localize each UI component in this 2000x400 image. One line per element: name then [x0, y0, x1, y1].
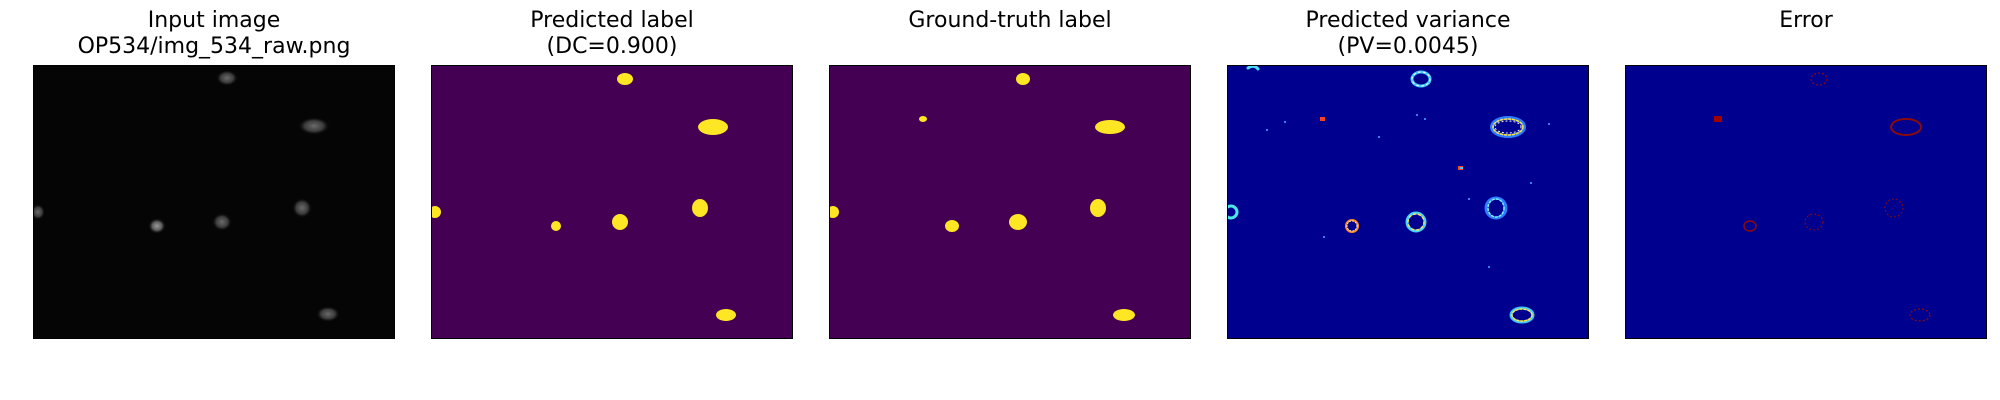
- predicted-segment: [432, 206, 441, 218]
- title-line-2: Error: [1779, 8, 1833, 33]
- variance-ring-inner: [1492, 118, 1524, 136]
- ground-truth-segment: [1113, 309, 1135, 321]
- variance-ring-inner: [1487, 198, 1505, 218]
- variance-ring: [1509, 306, 1535, 324]
- error-ring: [1810, 72, 1828, 86]
- variance-ring-inner: [1511, 308, 1533, 322]
- nucleus: [34, 204, 45, 220]
- predicted-variance-map: [1227, 65, 1589, 339]
- title-line-1: Predicted variance: [1305, 8, 1511, 33]
- predicted-label-map: [431, 65, 793, 339]
- variance-specks: [1266, 114, 1550, 268]
- variance-ring: [1345, 219, 1359, 233]
- nucleus: [316, 306, 340, 322]
- variance-ring-inner: [1411, 71, 1431, 87]
- panel-predicted-label: Predicted label (DC=0.900): [431, 0, 793, 400]
- ground-truth-segment: [1016, 73, 1030, 85]
- ground-truth-segment: [945, 220, 959, 232]
- error-ring: [1743, 220, 1757, 232]
- predicted-segment: [612, 214, 628, 230]
- error-map: [1625, 65, 1987, 339]
- panel-title: Input image OP534/img_534_raw.png: [33, 8, 395, 60]
- predicted-segment: [617, 73, 633, 85]
- title-line-1: Predicted label: [530, 8, 694, 33]
- title-line-2: (PV=0.0045): [1337, 34, 1479, 59]
- variance-ring: [1484, 196, 1508, 220]
- error-ring: [1909, 308, 1931, 322]
- nucleus: [216, 70, 238, 86]
- panel-error: Error: [1625, 0, 1987, 400]
- panel-ground-truth-label: Ground-truth label: [829, 0, 1191, 400]
- variance-ring: [1246, 66, 1260, 71]
- nucleus: [212, 213, 232, 231]
- ground-truth-segment: [1090, 199, 1106, 217]
- error-ring: [1890, 118, 1922, 136]
- panel-title: Predicted variance (PV=0.0045): [1227, 8, 1589, 60]
- panel-input-image: Input image OP534/img_534_raw.png: [33, 0, 395, 400]
- predicted-segment: [716, 309, 736, 321]
- title-line-2: OP534/img_534_raw.png: [77, 34, 351, 59]
- panel-predicted-variance: Predicted variance (PV=0.0045): [1227, 0, 1589, 400]
- variance-ring-inner: [1346, 220, 1358, 232]
- ground-truth-segment: [1009, 214, 1027, 230]
- panel-title: Predicted label (DC=0.900): [431, 8, 793, 60]
- predicted-segment: [692, 199, 708, 217]
- ground-truth-segment: [1095, 120, 1125, 134]
- nucleus: [148, 218, 166, 234]
- predicted-segment: [698, 119, 728, 135]
- variance-ring-inner: [1494, 120, 1522, 134]
- ground-truth-segment: [919, 116, 927, 122]
- title-line-2: (DC=0.900): [546, 34, 678, 59]
- ground-truth-label-map: [829, 65, 1191, 339]
- variance-ring: [1405, 211, 1427, 233]
- panel-title: Error: [1625, 8, 1987, 34]
- input-image: [33, 65, 395, 339]
- panel-title: Ground-truth label: [829, 8, 1191, 34]
- predicted-segment: [551, 221, 561, 231]
- nucleus: [292, 198, 312, 218]
- ground-truth-segment: [830, 206, 839, 218]
- error-blob: [1714, 116, 1722, 122]
- variance-ring: [1228, 204, 1239, 220]
- nucleus: [298, 117, 330, 135]
- variance-ring-inner: [1407, 213, 1425, 231]
- variance-ring: [1490, 116, 1526, 138]
- error-ring: [1804, 213, 1824, 231]
- error-ring: [1884, 198, 1904, 218]
- title-line-1: Input image: [147, 8, 281, 33]
- title-line-2: Ground-truth label: [908, 8, 1112, 33]
